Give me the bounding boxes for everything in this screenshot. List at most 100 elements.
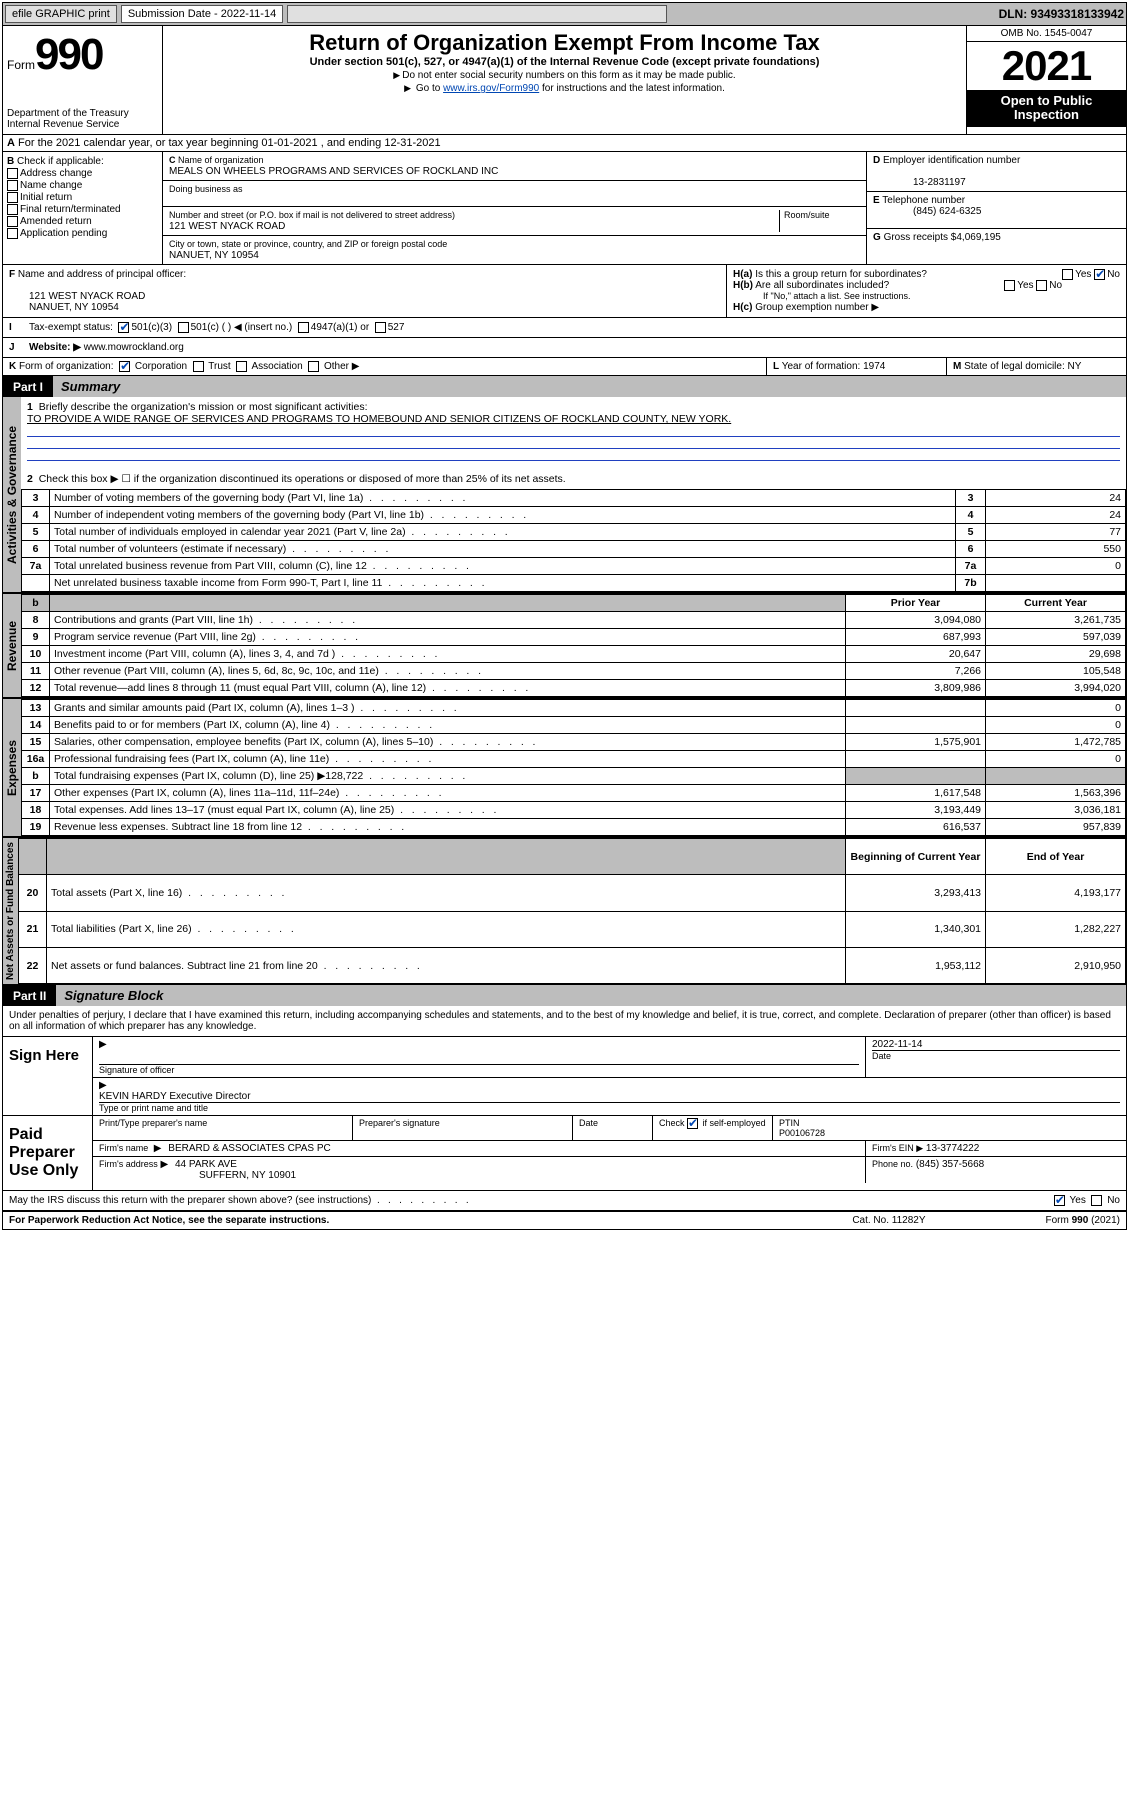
- discuss-yes-checkbox[interactable]: [1054, 1195, 1065, 1206]
- tax-year: 2021: [967, 42, 1126, 90]
- i-opt1: 501(c) ( ) ◀ (insert no.): [191, 322, 293, 333]
- b-checkbox[interactable]: [7, 180, 18, 191]
- part1-num: Part I: [3, 377, 53, 397]
- sig-date-label: Date: [872, 1050, 1120, 1061]
- paid-preparer-block: Paid Preparer Use Only Print/Type prepar…: [3, 1116, 1126, 1191]
- i-501c-checkbox[interactable]: [178, 322, 189, 333]
- i-opt2: 4947(a)(1) or: [311, 322, 369, 333]
- c-name-label: Name of organization: [178, 155, 264, 165]
- e-prefix: E: [873, 195, 880, 206]
- prep-phone-label: Phone no.: [872, 1159, 913, 1169]
- sign-here-block: Sign Here Signature of officer 2022-11-1…: [3, 1037, 1126, 1116]
- row-a-prefix: A: [7, 137, 15, 149]
- l-label: Year of formation:: [782, 361, 861, 372]
- discuss-no: No: [1107, 1195, 1120, 1206]
- i-label: Tax-exempt status:: [29, 322, 113, 333]
- dba-label: Doing business as: [169, 184, 243, 194]
- f-prefix: F: [9, 269, 15, 280]
- ha-no: No: [1107, 269, 1120, 280]
- table-revenue: bPrior YearCurrent Year8Contributions an…: [21, 594, 1126, 697]
- form-page: efile GRAPHIC print Submission Date - 20…: [2, 2, 1127, 1230]
- discuss-no-checkbox[interactable]: [1091, 1195, 1102, 1206]
- part1-header: Part I Summary: [3, 376, 1126, 397]
- street-label: Number and street (or P.O. box if mail i…: [169, 210, 455, 220]
- expenses-vlabel: Expenses: [3, 699, 21, 836]
- prep-phone: (845) 357-5668: [916, 1159, 984, 1170]
- ha-no-checkbox[interactable]: [1094, 269, 1105, 280]
- b-check-item: Initial return: [7, 192, 158, 203]
- efile-button[interactable]: efile GRAPHIC print: [5, 5, 117, 23]
- website-value: www.mowrockland.org: [84, 342, 184, 353]
- firm-ein-label: Firm's EIN ▶: [872, 1143, 923, 1153]
- firm-name-label: Firm's name: [99, 1143, 148, 1153]
- b-checkbox[interactable]: [7, 204, 18, 215]
- note2-pre: Go to: [416, 83, 443, 94]
- row-j: J Website: ▶ www.mowrockland.org: [3, 338, 1126, 358]
- street-value: 121 WEST NYACK ROAD: [169, 221, 285, 232]
- note-ssn: Do not enter social security numbers on …: [167, 70, 962, 81]
- irs-link[interactable]: www.irs.gov/Form990: [443, 83, 539, 94]
- ha-yes-checkbox[interactable]: [1062, 269, 1073, 280]
- g-prefix: G: [873, 232, 881, 243]
- ptin-label: PTIN: [779, 1118, 800, 1128]
- col-d: D Employer identification number 13-2831…: [866, 152, 1126, 264]
- firm-addr-label: Firm's address: [99, 1159, 158, 1169]
- k-opt3: Other ▶: [324, 361, 359, 372]
- table-netassets: Beginning of Current YearEnd of Year20To…: [18, 838, 1126, 984]
- q1-text: TO PROVIDE A WIDE RANGE OF SERVICES AND …: [27, 413, 731, 425]
- hb-no: No: [1049, 280, 1062, 291]
- room-label: Room/suite: [784, 210, 830, 220]
- i-527-checkbox[interactable]: [375, 322, 386, 333]
- note2-post: for instructions and the latest informat…: [539, 83, 725, 94]
- b-checkbox[interactable]: [7, 168, 18, 179]
- part2-title: Signature Block: [56, 985, 1126, 1006]
- b-checkbox[interactable]: [7, 228, 18, 239]
- row-a-text: For the 2021 calendar year, or tax year …: [18, 137, 441, 149]
- dept-label: Department of the Treasury Internal Reve…: [7, 108, 158, 130]
- i-501c3-checkbox[interactable]: [118, 322, 129, 333]
- hb-yes-checkbox[interactable]: [1004, 280, 1015, 291]
- k-corp-checkbox[interactable]: [119, 361, 130, 372]
- form-title: Return of Organization Exempt From Incom…: [167, 30, 962, 56]
- i-4947-checkbox[interactable]: [298, 322, 309, 333]
- top-toolbar: efile GRAPHIC print Submission Date - 20…: [3, 3, 1126, 26]
- b-checkbox[interactable]: [7, 192, 18, 203]
- paid-prep-label: Paid Preparer Use Only: [3, 1116, 93, 1190]
- prep-date-label: Date: [579, 1118, 598, 1128]
- m-prefix: M: [953, 361, 961, 372]
- b-label: Check if applicable:: [17, 156, 104, 167]
- org-name: MEALS ON WHEELS PROGRAMS AND SERVICES OF…: [169, 166, 498, 177]
- submission-date: Submission Date - 2022-11-14: [121, 5, 283, 23]
- part1-title: Summary: [53, 376, 1126, 397]
- sig-date-value: 2022-11-14: [872, 1039, 922, 1050]
- i-opt3: 527: [388, 322, 405, 333]
- hb-no-checkbox[interactable]: [1036, 280, 1047, 291]
- form-number: 990: [35, 30, 102, 80]
- row-klm: K Form of organization: Corporation Trus…: [3, 358, 1126, 376]
- prep-sig-label: Preparer's signature: [359, 1118, 440, 1128]
- netassets-vlabel: Net Assets or Fund Balances: [3, 838, 18, 984]
- i-prefix: I: [9, 322, 29, 333]
- page-footer: For Paperwork Reduction Act Notice, see …: [3, 1212, 1126, 1229]
- table-governance: 3Number of voting members of the governi…: [21, 489, 1126, 592]
- hb-note: If "No," attach a list. See instructions…: [733, 291, 910, 301]
- public-inspection: Open to Public Inspection: [967, 90, 1126, 127]
- self-emp-checkbox[interactable]: [687, 1118, 698, 1129]
- governance-vlabel: Activities & Governance: [3, 397, 21, 592]
- k-opt2: Association: [252, 361, 303, 372]
- b-check-item: Address change: [7, 168, 158, 179]
- f-addr1: 121 WEST NYACK ROAD: [9, 291, 145, 302]
- f-addr2: NANUET, NY 10954: [9, 302, 119, 313]
- k-assoc-checkbox[interactable]: [236, 361, 247, 372]
- officer-name-label: Type or print name and title: [99, 1103, 1120, 1113]
- col-f: F Name and address of principal officer:…: [3, 265, 726, 317]
- k-other-checkbox[interactable]: [308, 361, 319, 372]
- k-trust-checkbox[interactable]: [193, 361, 204, 372]
- row-i: I Tax-exempt status: 501(c)(3) 501(c) ( …: [3, 318, 1126, 338]
- l-prefix: L: [773, 361, 779, 372]
- header-left: Form 990 Department of the Treasury Inte…: [3, 26, 163, 134]
- gross-value: 4,069,195: [956, 232, 1001, 243]
- c-prefix: C: [169, 155, 176, 165]
- phone-label: Telephone number: [882, 195, 965, 206]
- b-checkbox[interactable]: [7, 216, 18, 227]
